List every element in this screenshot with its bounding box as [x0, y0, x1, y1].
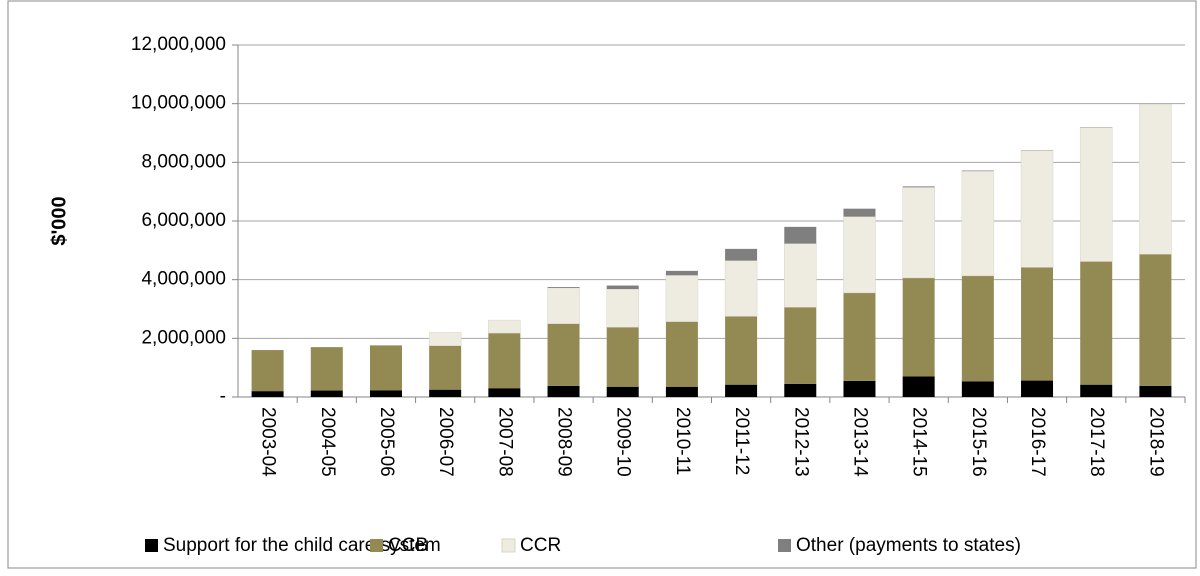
bar-segment: [843, 208, 876, 217]
y-tick-label: 8,000,000: [141, 151, 226, 172]
legend-swatch: [778, 539, 791, 552]
bar-segment: [488, 388, 521, 397]
x-tick-label: 2009-10: [613, 407, 634, 477]
bar-segment: [843, 216, 876, 294]
x-tick-label: 2003-04: [258, 407, 279, 477]
x-tick-label: 2007-08: [494, 407, 515, 477]
bar-segment: [547, 323, 580, 386]
bar-segment: [1021, 267, 1054, 381]
bar-segment: [1020, 150, 1054, 268]
bar-segment: [843, 292, 876, 381]
bar-segment: [725, 384, 758, 397]
bar-segment: [251, 350, 284, 392]
bar-segment: [665, 386, 698, 397]
bar-segment: [606, 288, 639, 328]
bar-segment: [902, 376, 935, 397]
legend-swatch: [370, 539, 383, 552]
x-tick-label: 2005-06: [376, 407, 397, 477]
bar-segment: [725, 316, 758, 385]
bar-segment: [429, 389, 462, 397]
bar-segment: [606, 285, 639, 290]
x-tick-label: 2006-07: [435, 407, 456, 477]
bar-segment: [606, 327, 639, 387]
y-tick-label: -: [220, 386, 226, 407]
bar-segment: [547, 287, 580, 288]
x-tick-label: 2008-09: [554, 407, 575, 477]
bar-segment: [310, 347, 343, 391]
bar-segment: [902, 187, 935, 279]
bar-segment: [784, 243, 817, 308]
y-tick-label: 10,000,000: [131, 93, 226, 114]
bar-segment: [665, 270, 698, 276]
bar-segment: [961, 381, 994, 397]
x-tick-label: 2010-11: [672, 407, 693, 475]
bar-segment: [488, 333, 521, 389]
x-tick-label: 2018-19: [1145, 407, 1166, 477]
y-axis-label: $'000: [48, 196, 70, 245]
bar-segment: [961, 170, 995, 277]
bar-segment: [961, 170, 994, 172]
x-tick-label: 2015-16: [968, 407, 989, 477]
bar-segment: [725, 248, 758, 261]
legend-label: CCB: [388, 535, 428, 556]
y-tick-label: 12,000,000: [131, 34, 226, 55]
bar-segment: [1079, 127, 1113, 262]
legend-swatch: [145, 539, 158, 552]
bar-segment: [1139, 104, 1172, 255]
bar-segment: [547, 385, 580, 397]
x-tick-label: 2013-14: [849, 407, 870, 477]
bar-segment: [429, 345, 462, 390]
bar-segment: [310, 390, 343, 397]
y-tick-label: 4,000,000: [141, 269, 226, 290]
bar-segment: [369, 390, 402, 397]
bar-segment: [369, 345, 402, 391]
bar-segment: [784, 226, 817, 244]
x-tick-label: 2017-18: [1086, 407, 1107, 477]
bar-segment: [665, 275, 699, 322]
chart-frame: [7, 0, 1197, 569]
bar-segment: [606, 386, 639, 397]
legend-swatch: [501, 538, 516, 553]
bar-segment: [784, 307, 817, 384]
bar-segment: [251, 391, 284, 397]
y-tick-label: 2,000,000: [141, 327, 226, 348]
legend-label: CCR: [520, 535, 561, 556]
legend-label: Other (payments to states): [796, 535, 1021, 556]
bar-segment: [1021, 380, 1054, 397]
bar-segment: [902, 186, 935, 188]
bar-segment: [902, 277, 935, 377]
x-tick-label: 2016-17: [1027, 407, 1048, 477]
x-tick-label: 2012-13: [790, 407, 811, 477]
bar-segment: [843, 380, 876, 397]
bar-segment: [1080, 261, 1113, 385]
x-tick-label: 2014-15: [909, 407, 930, 477]
bar-segment: [1139, 385, 1172, 397]
bar-segment: [547, 287, 580, 324]
bar-segment: [1139, 254, 1172, 386]
bar-segment: [488, 319, 521, 334]
bar-segment: [784, 383, 817, 397]
x-tick-label: 2011-12: [731, 407, 752, 475]
bar-segment: [428, 332, 462, 346]
x-tick-label: 2004-05: [317, 407, 338, 477]
bar-segment: [665, 321, 698, 387]
bar-segment: [961, 275, 994, 382]
bar-segment: [1080, 384, 1113, 397]
bar-segment: [724, 260, 758, 317]
y-tick-label: 6,000,000: [141, 210, 226, 231]
